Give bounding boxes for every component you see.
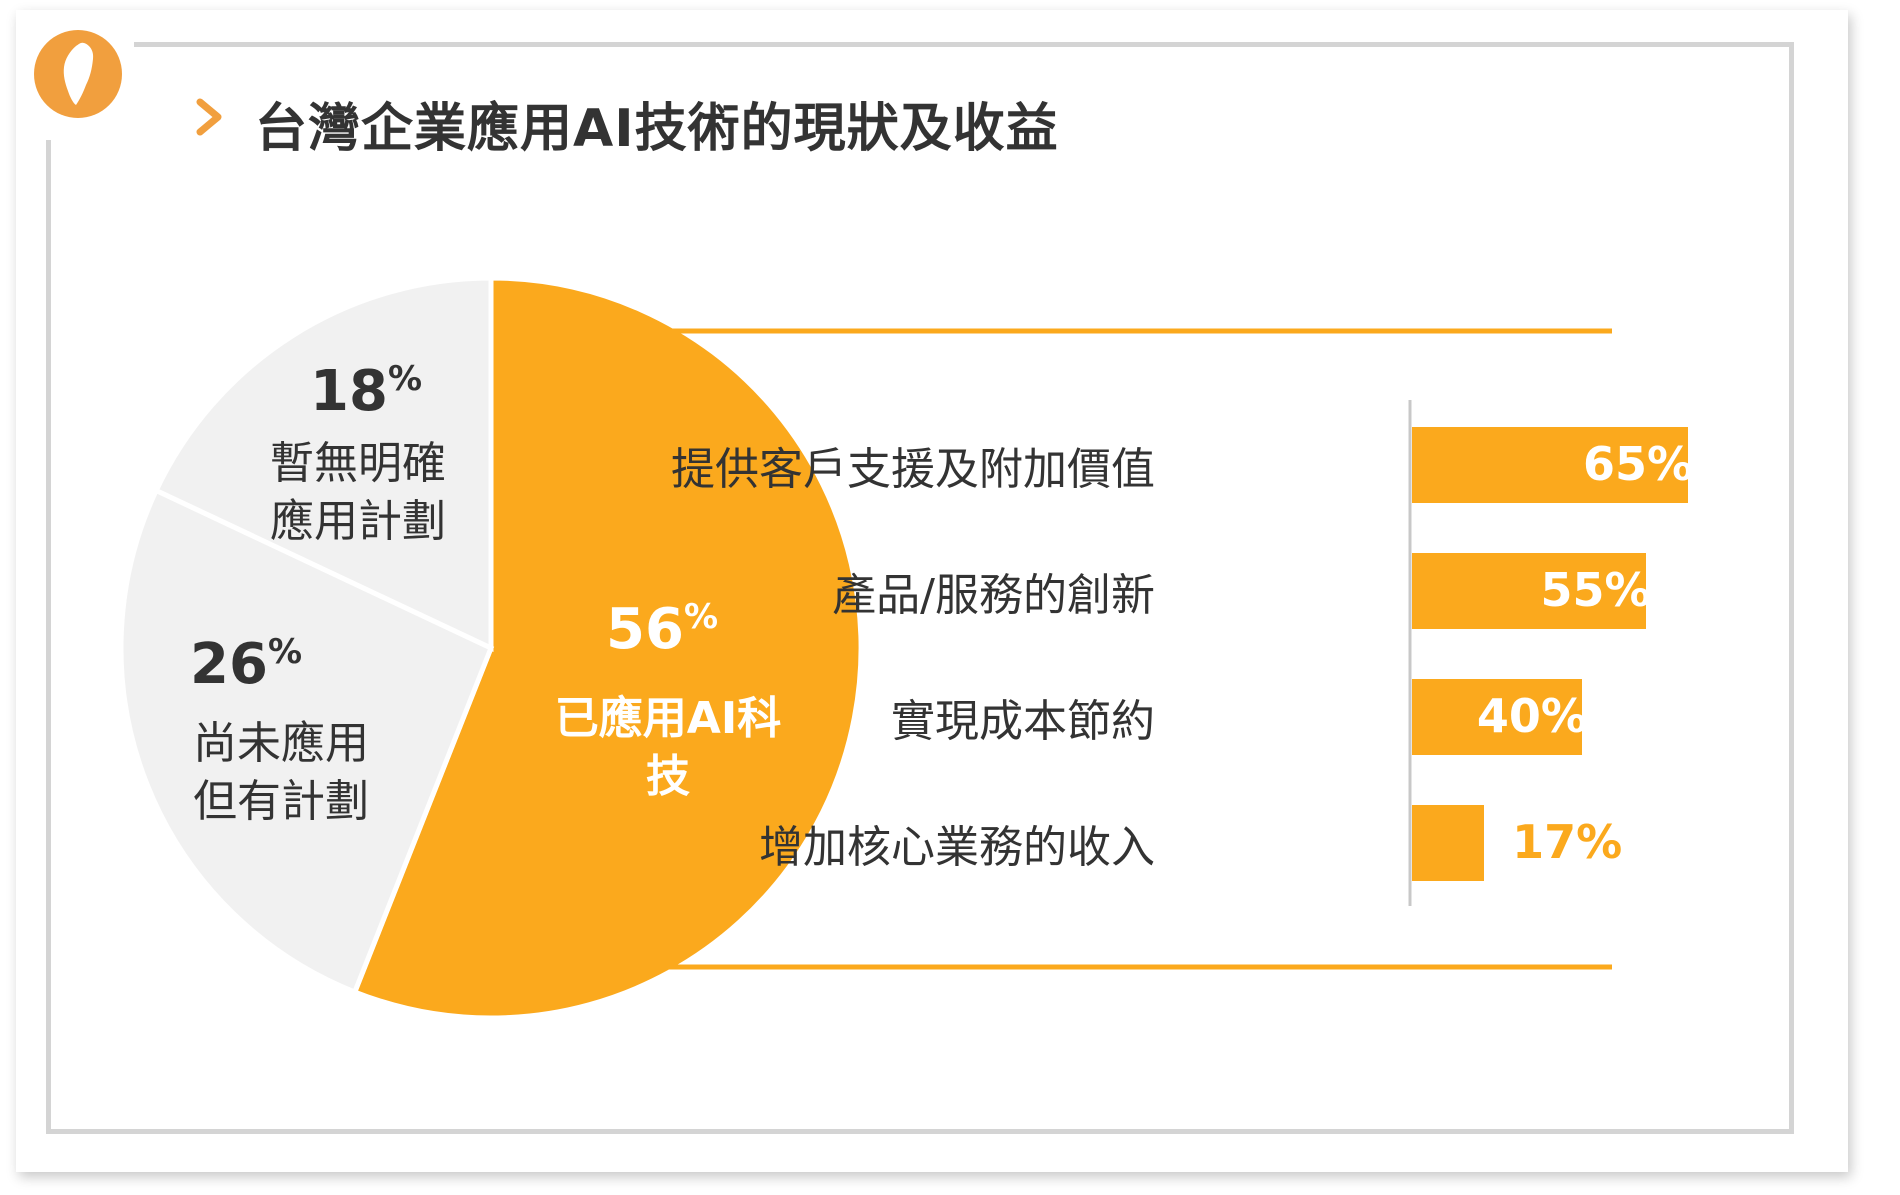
bar-value-label: 55% (1540, 563, 1651, 617)
pie-slice-no-plan (152, 275, 494, 652)
chevron-right-icon (190, 92, 230, 142)
bar-row: 產品/服務的創新 55% (800, 553, 1800, 629)
bar-category-label: 提供客戶支援及附加價值 (671, 444, 1155, 495)
taiwan-map-icon (34, 30, 122, 118)
bar-row: 實現成本節約 40% (800, 679, 1800, 755)
bar-value-label: 17% (1512, 815, 1623, 869)
pie-label-no-plan: 暫無明確 應用計劃 (270, 438, 446, 547)
bar (1412, 679, 1582, 755)
bar-value-label: 65% (1583, 437, 1694, 491)
pie-value-applied: 56% (606, 597, 719, 662)
pie-value-planned: 26% (190, 632, 303, 697)
bar-value-label: 40% (1476, 689, 1587, 743)
bar-category-label: 增加核心業務的收入 (759, 822, 1155, 873)
bar (1412, 805, 1485, 881)
page-title: 台灣企業應用AI技術的現狀及收益 (255, 99, 1059, 159)
bar-row: 增加核心業務的收入 17% (759, 805, 1800, 881)
pie-label-planned: 尚未應用 但有計劃 (193, 718, 369, 827)
pie-slice-planned (118, 487, 495, 996)
pie-label-applied: 已應用AI科技 (554, 693, 782, 802)
pie-value-no-plan: 18% (310, 359, 423, 424)
bar-category-label: 實現成本節約 (891, 696, 1155, 747)
bar (1412, 427, 1688, 503)
bar-category-label: 產品/服務的創新 (832, 570, 1155, 621)
bar (1412, 553, 1646, 629)
bar-row: 提供客戶支援及附加價值 65% (671, 427, 1800, 503)
content-frame (46, 42, 1794, 1134)
